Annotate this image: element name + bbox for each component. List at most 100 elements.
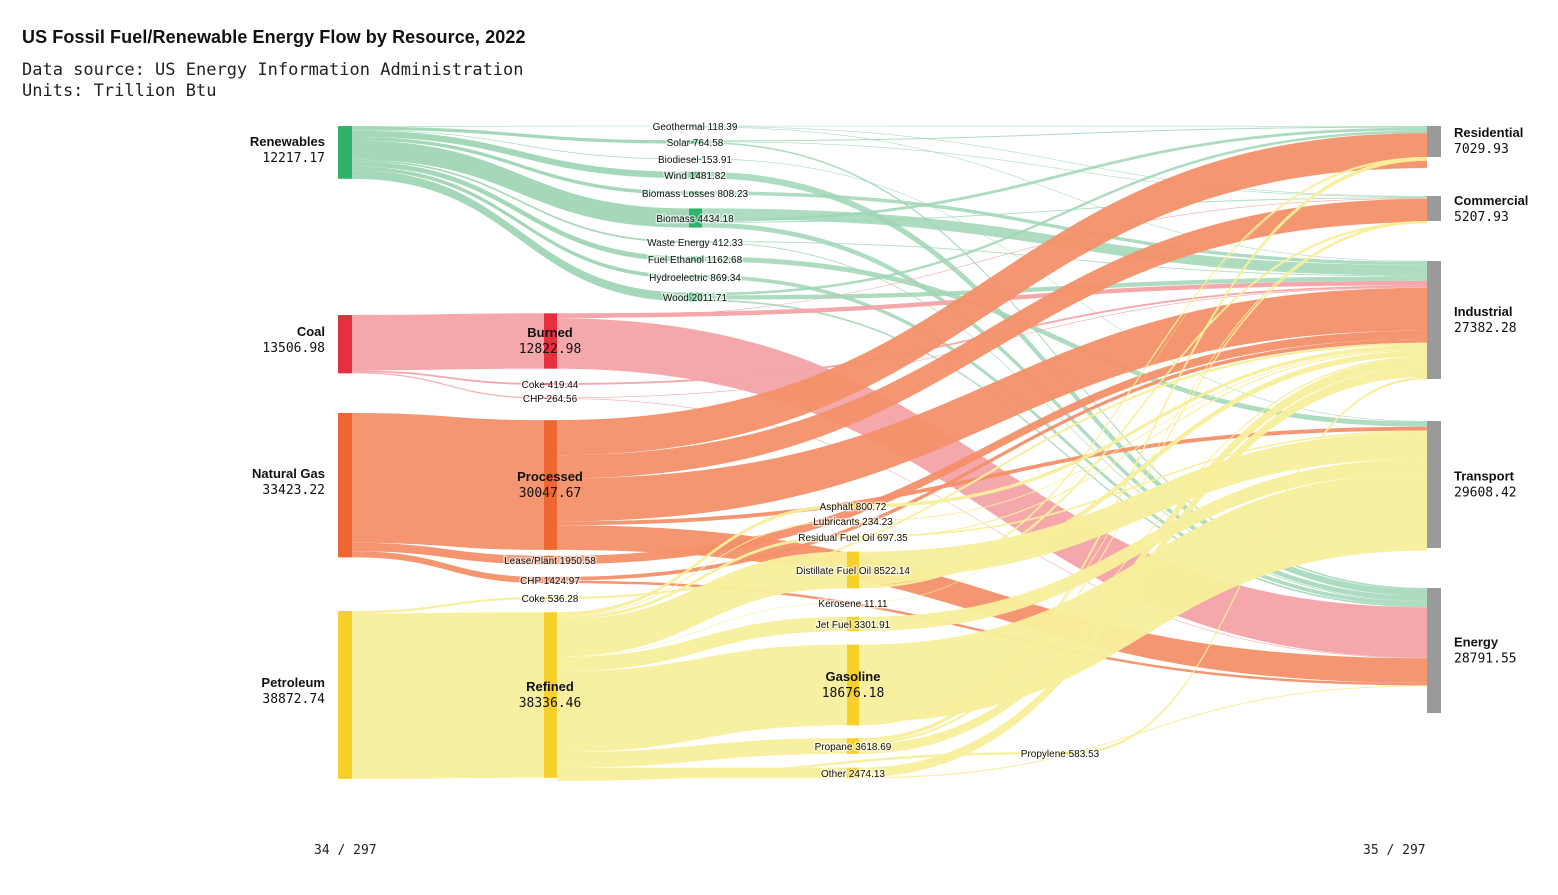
source-value-coal: 13506.98 [262, 341, 325, 356]
link-biomass-to-residential [702, 127, 1427, 222]
intermediate-node-wood [689, 292, 702, 302]
link-coal-to-burned [352, 313, 544, 371]
intermediate-label-petroleum-coke: Coke 536.28 [522, 594, 579, 605]
link-fuel-ethanol-to-transport [702, 256, 1427, 427]
link-kerosene-to-residential [859, 157, 1427, 604]
intermediate-node-biodiesel [689, 158, 702, 161]
intermediate-label-natural-gas-chp: CHP 1424.97 [520, 576, 580, 587]
product-label-lubricants: Lubricants 234.23 [813, 517, 893, 528]
sector-node-residential [1427, 126, 1441, 157]
link-geothermal-to-residential [702, 125, 1427, 127]
source-label-petroleum: Petroleum [261, 675, 325, 690]
link-propane-to-commercial [859, 221, 1427, 745]
link-processed-to-transport [557, 426, 1427, 526]
source-label-natural-gas: Natural Gas [252, 466, 325, 481]
link-propane-to-industrial [859, 357, 1427, 754]
link-residual-fuel-oil-to-transport [859, 430, 1427, 538]
link-renewables-to-wind [352, 130, 689, 179]
sector-label-transport: Transport [1454, 469, 1515, 484]
link-biomass-losses-to-industrial [702, 191, 1427, 266]
link-refined-to-residual-fuel-oil [557, 535, 847, 620]
link-refined-to-propylene [557, 751, 1060, 781]
link-natural-gas-to-processed [352, 413, 544, 550]
intermediate-label-coal-coke: Coke 419.44 [522, 380, 579, 391]
link-natural-gas-to-lease-plant [352, 542, 544, 565]
sector-value-commercial: 5207.93 [1454, 210, 1509, 225]
sector-value-transport: 29608.42 [1454, 486, 1517, 501]
sector-node-commercial [1427, 196, 1441, 221]
sector-node-industrial [1427, 261, 1441, 379]
link-solar-to-residential [702, 126, 1427, 142]
intermediate-node-biomass [689, 208, 702, 228]
product-label-propane: Propane 3618.69 [815, 742, 892, 753]
product-label-kerosene: Kerosene 11.11 [818, 599, 888, 610]
intermediate-node-coke [544, 596, 557, 600]
product-label-other: Other 2474.13 [821, 769, 885, 780]
source-node-petroleum [338, 611, 352, 779]
link-hydroelectric-to-energy [702, 275, 1427, 606]
sector-label-industrial: Industrial [1454, 304, 1513, 319]
intermediate-node-refined [544, 612, 557, 778]
product-label-residual-fuel-oil: Residual Fuel Oil 697.35 [798, 533, 908, 544]
product-value-gasoline: 18676.18 [822, 686, 885, 701]
link-wood-to-energy [702, 299, 1427, 608]
product-label-distillate-fuel-oil: Distillate Fuel Oil 8522.14 [796, 566, 910, 577]
intermediate-label-burned: Burned [527, 325, 573, 340]
data-source-note: Data source: US Energy Information Admin… [22, 60, 524, 80]
link-distillate-fuel-oil-to-industrial [859, 350, 1427, 584]
intermediate-node-lease-plant [544, 555, 557, 565]
link-gasoline-to-industrial [859, 356, 1427, 724]
product-node-gasoline [847, 644, 859, 726]
intermediate-label-renewables-hydroelectric: Hydroelectric 869.34 [649, 273, 741, 284]
link-propylene-to-industrial [1072, 376, 1427, 755]
link-chp-to-industrial [557, 339, 1427, 581]
sector-node-energy [1427, 588, 1441, 713]
intermediate-label-natural-gas-lease-plant: Lease/Plant 1950.58 [504, 556, 596, 567]
flow-nodes [338, 125, 1441, 779]
link-lubricants-to-industrial [859, 348, 1427, 522]
source-node-natural-gas [338, 413, 352, 558]
intermediate-node-wind [689, 171, 702, 179]
intermediate-label-processed: Processed [517, 469, 583, 484]
source-value-natural-gas: 33423.22 [262, 483, 325, 498]
link-lease-plant-to-industrial [557, 330, 1427, 565]
chart-title: US Fossil Fuel/Renewable Energy Flow by … [22, 27, 526, 47]
intermediate-label-renewables-fuel-ethanol: Fuel Ethanol 1162.68 [648, 255, 743, 266]
product-node-distillate-fuel-oil [847, 551, 859, 589]
units-note: Units: Trillion Btu [22, 81, 217, 101]
intermediate-node-geothermal [689, 125, 702, 128]
link-distillate-fuel-oil-to-commercial [859, 221, 1427, 589]
link-coal-to-coke [352, 370, 544, 385]
intermediate-label-renewables-wood: Wood 2011.71 [663, 293, 728, 304]
link-chp-to-energy [557, 398, 1427, 659]
link-refined-to-jet-fuel [557, 616, 847, 672]
link-gasoline-to-commercial [859, 221, 1427, 726]
link-distillate-fuel-oil-to-residential [859, 157, 1427, 586]
link-renewables-to-wood [352, 170, 689, 302]
link-asphalt-to-industrial [859, 345, 1427, 508]
intermediate-label-refined: Refined [526, 679, 574, 694]
link-burned-to-commercial [557, 198, 1427, 319]
link-coal-to-chp [352, 372, 544, 399]
intermediate-label-renewables-biomass: Biomass 4434.18 [656, 214, 734, 225]
intermediate-label-renewables-geothermal: Geothermal 118.39 [653, 122, 738, 133]
product-node-lubricants [847, 520, 859, 522]
source-value-renewables: 12217.17 [262, 151, 325, 166]
product-node-asphalt [847, 504, 859, 508]
page-number-left: 34 / 297 [314, 843, 377, 858]
link-petroleum-to-refined [352, 612, 544, 779]
link-renewables-to-biomass-losses [352, 136, 689, 195]
link-petroleum-to-coke [352, 596, 544, 614]
link-propane-to-residential [859, 157, 1427, 743]
product-node-kerosene [847, 602, 859, 605]
link-residual-fuel-oil-to-industrial [859, 349, 1427, 539]
link-refined-to-lubricants [557, 520, 847, 617]
source-value-petroleum: 38872.74 [262, 692, 325, 707]
intermediate-node-processed [544, 420, 557, 550]
intermediate-node-hydroelectric [689, 275, 702, 279]
link-geothermal-to-commercial [702, 126, 1427, 197]
sector-label-energy: Energy [1454, 635, 1499, 650]
link-renewables-to-fuel-ethanol [352, 161, 689, 262]
link-renewables-to-biodiesel [352, 129, 689, 160]
sector-value-residential: 7029.93 [1454, 142, 1509, 157]
